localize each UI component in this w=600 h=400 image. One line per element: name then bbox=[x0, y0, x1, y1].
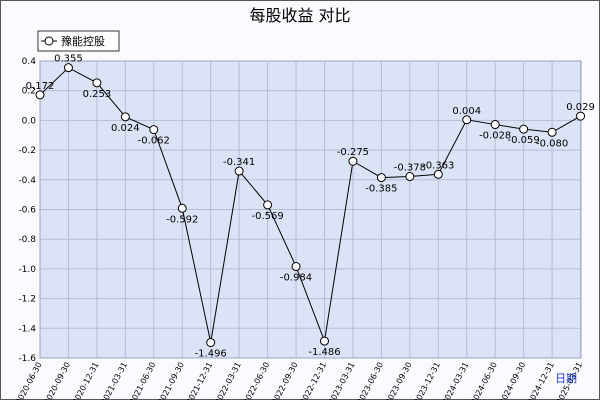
y-tick-label: -0.6 bbox=[18, 206, 36, 216]
data-label: -0.984 bbox=[280, 273, 312, 284]
legend-label: 豫能控股 bbox=[61, 34, 105, 48]
y-tick-label: -0.8 bbox=[18, 235, 36, 245]
data-point bbox=[320, 336, 329, 346]
data-point bbox=[433, 169, 443, 179]
x-tick-label: 2023-12-31 bbox=[412, 361, 442, 400]
x-tick-label: 2024-03-31 bbox=[441, 361, 471, 400]
data-label: -0.363 bbox=[422, 160, 454, 171]
data-point bbox=[263, 200, 273, 210]
series-line bbox=[39, 67, 581, 344]
x-tick-label: 2021-03-31 bbox=[99, 361, 129, 400]
data-label: -0.592 bbox=[166, 214, 198, 225]
data-label: -0.385 bbox=[365, 184, 397, 195]
data-point bbox=[63, 63, 73, 73]
data-point bbox=[206, 338, 216, 348]
data-point bbox=[120, 112, 130, 122]
data-label: -0.059 bbox=[508, 135, 540, 146]
plot-border bbox=[39, 60, 582, 359]
y-tick-label: -0.4 bbox=[18, 176, 36, 186]
data-label: 0.029 bbox=[566, 102, 595, 113]
x-tick-label: 2024-06-30 bbox=[469, 361, 499, 400]
data-point bbox=[35, 90, 45, 100]
data-label: -1.486 bbox=[308, 347, 340, 358]
x-tick-label: 2020-09-30 bbox=[42, 361, 72, 400]
data-label: 0.355 bbox=[54, 54, 83, 65]
x-tick-label: 2020-12-31 bbox=[71, 361, 101, 400]
y-tick-label: -1.0 bbox=[18, 265, 36, 275]
data-label: 0.172 bbox=[26, 81, 55, 92]
x-tick-label: 2021-12-31 bbox=[185, 361, 215, 400]
data-point bbox=[462, 115, 472, 125]
x-tick-label: 2022-03-31 bbox=[213, 361, 243, 400]
data-label: -0.062 bbox=[138, 136, 170, 147]
x-tick-label: 2022-09-30 bbox=[270, 361, 300, 400]
data-point bbox=[576, 111, 586, 121]
x-tick-label: 2022-12-31 bbox=[298, 361, 328, 400]
data-label: -0.080 bbox=[536, 138, 568, 149]
x-corner-label: 日期 bbox=[555, 372, 577, 385]
x-tick-label: 2021-09-30 bbox=[156, 361, 186, 400]
data-point bbox=[177, 203, 187, 213]
x-tick-label: 2021-06-30 bbox=[128, 361, 158, 400]
x-tick-label: 2024-12-31 bbox=[526, 361, 556, 400]
x-tick-label: 2022-06-30 bbox=[242, 361, 272, 400]
y-tick-label: -1.6 bbox=[18, 354, 36, 364]
x-tick-label: 2023-03-31 bbox=[327, 361, 357, 400]
data-point bbox=[405, 172, 415, 182]
y-tick-label: -0.2 bbox=[18, 146, 36, 156]
data-point bbox=[490, 120, 500, 130]
data-point bbox=[376, 173, 386, 183]
y-tick-label: -1.2 bbox=[18, 295, 36, 305]
data-point bbox=[234, 166, 244, 176]
x-tick-label: 2023-06-30 bbox=[355, 361, 385, 400]
y-tick-label: 0.0 bbox=[22, 116, 37, 126]
data-label: -0.341 bbox=[223, 157, 255, 168]
data-point bbox=[291, 262, 301, 272]
data-label: -0.028 bbox=[479, 131, 511, 142]
legend-box bbox=[37, 30, 120, 52]
x-tick-label: 2023-09-30 bbox=[384, 361, 414, 400]
data-point bbox=[519, 124, 529, 134]
data-label: 0.253 bbox=[83, 89, 112, 100]
x-tick-label: 2020-06-30 bbox=[14, 361, 44, 400]
data-label: 0.004 bbox=[452, 106, 481, 117]
x-tick-label: 2024-09-30 bbox=[498, 361, 528, 400]
data-point bbox=[348, 156, 358, 166]
data-point bbox=[547, 127, 557, 137]
y-tick-label: 0.4 bbox=[22, 57, 37, 67]
data-label: -0.569 bbox=[251, 211, 283, 222]
y-tick-label: 0.2 bbox=[22, 87, 36, 97]
data-label: -1.496 bbox=[195, 349, 227, 360]
data-label: 0.024 bbox=[111, 123, 140, 134]
data-label: -0.378 bbox=[394, 163, 426, 174]
data-label: -0.275 bbox=[337, 147, 369, 158]
data-point bbox=[92, 78, 102, 88]
legend-marker bbox=[44, 36, 54, 46]
data-point bbox=[149, 125, 159, 135]
y-tick-label: -1.4 bbox=[18, 324, 36, 334]
chart-title: 每股收益 对比 bbox=[249, 6, 350, 25]
